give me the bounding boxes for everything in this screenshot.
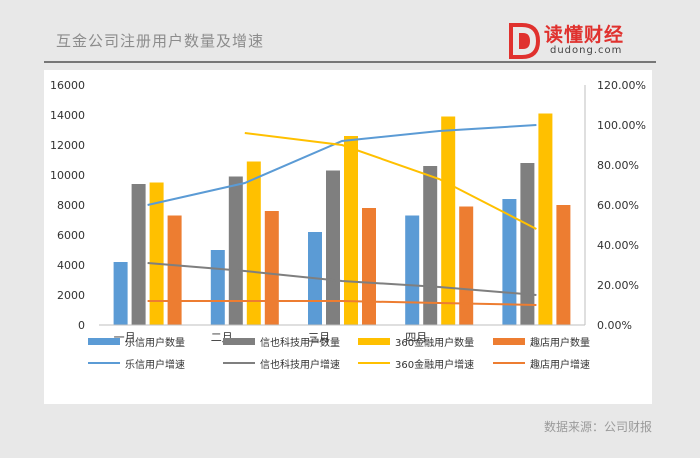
bar	[520, 163, 535, 325]
bar	[362, 208, 376, 325]
legend-swatch	[88, 337, 120, 345]
y-tick-label: 4000	[57, 259, 85, 272]
y-axis-left: 0 2000 4000 6000 8000 10000 12000 14000 16000	[50, 79, 85, 332]
y-tick-label: 12000	[50, 139, 85, 152]
bar	[459, 206, 474, 325]
legend-label: 乐信用户数量	[125, 337, 185, 349]
y2-tick-label: 0.00%	[597, 319, 632, 332]
bar	[210, 250, 225, 325]
bar	[167, 215, 182, 325]
bar	[326, 170, 340, 325]
legend-swatch	[493, 337, 525, 345]
legend-swatch	[358, 362, 390, 364]
legend-label: 360金融用户数量	[395, 337, 475, 349]
legend-item: 趣店用户增速	[493, 356, 628, 371]
legend-label: 趣店用户增速	[530, 359, 590, 371]
y-axis-right: 0.00% 20.00% 40.00% 60.00% 80.00% 100.00% 120.…	[584, 79, 646, 332]
page-title: 互金公司注册用户数量及增速	[56, 32, 265, 50]
bar	[441, 116, 456, 325]
logo-name: 读懂财经	[544, 24, 625, 46]
legend-item: 信也科技用户数量	[223, 334, 358, 349]
source-note: 数据来源：公司财报	[543, 420, 652, 434]
bar	[556, 205, 571, 325]
bar	[228, 176, 243, 325]
y-tick-label: 0	[78, 319, 85, 332]
bar	[264, 211, 279, 325]
legend-label: 乐信用户增速	[125, 359, 185, 371]
legend-row-lines: 乐信用户增速 信也科技用户增速 360金融用户增速 趣店用户增速	[88, 352, 628, 374]
y2-tick-label: 40.00%	[597, 239, 639, 252]
y2-tick-label: 20.00%	[597, 279, 639, 292]
combo-chart: 0 2000 4000 6000 8000 10000 12000 14000 16000 0.…	[50, 79, 646, 344]
y-tick-label: 6000	[57, 229, 85, 242]
legend-swatch	[493, 362, 525, 364]
bar	[246, 161, 261, 325]
legend-swatch	[358, 337, 390, 345]
legend-item: 趣店用户数量	[493, 334, 628, 349]
legend-label: 趣店用户数量	[530, 337, 590, 349]
legend-label: 信也科技用户增速	[260, 359, 340, 371]
legend-item: 360金融用户数量	[358, 334, 493, 349]
y2-tick-label: 80.00%	[597, 159, 639, 172]
legend-swatch	[88, 362, 120, 364]
line-series-group	[147, 124, 537, 306]
logo: 读懂财经 dudong.com	[508, 20, 658, 62]
legend-row-bars: 乐信用户数量 信也科技用户数量 360金融用户数量 趣店用户数量	[88, 330, 628, 352]
title-divider	[44, 61, 656, 63]
y-tick-label: 2000	[57, 289, 85, 302]
legend-item: 乐信用户数量	[88, 334, 223, 349]
logo-mark-icon	[509, 23, 541, 59]
bar	[423, 166, 438, 325]
y2-tick-label: 100.00%	[597, 119, 646, 132]
bar	[113, 262, 128, 325]
bar	[344, 136, 358, 325]
legend-item: 360金融用户增速	[358, 356, 493, 371]
series-line	[147, 300, 537, 306]
series-line	[147, 124, 537, 206]
legend-swatch	[223, 362, 255, 364]
logo-url: dudong.com	[550, 45, 623, 56]
bar	[538, 113, 553, 325]
bar	[149, 182, 164, 325]
bar	[131, 184, 146, 325]
y2-tick-label: 120.00%	[597, 79, 646, 92]
x-tick-label: 四月	[405, 331, 427, 344]
series-line	[147, 262, 537, 296]
legend-label: 信也科技用户数量	[260, 337, 340, 349]
legend-label: 360金融用户增速	[395, 359, 475, 371]
bar	[405, 215, 420, 325]
y-tick-label: 8000	[57, 199, 85, 212]
series-line	[244, 132, 537, 230]
x-axis: 一月 二月 三月 四月	[99, 324, 585, 344]
chart-legend: 乐信用户数量 信也科技用户数量 360金融用户数量 趣店用户数量 乐信用户增速 信也科技…	[88, 330, 628, 374]
y-tick-label: 16000	[50, 79, 85, 92]
x-tick-label: 三月	[308, 331, 330, 344]
legend-item: 乐信用户增速	[88, 356, 223, 371]
legend-item: 信也科技用户增速	[223, 356, 358, 371]
legend-swatch	[223, 337, 255, 345]
y2-tick-label: 60.00%	[597, 199, 639, 212]
chart-panel: 0 2000 4000 6000 8000 10000 12000 14000 16000 0.…	[44, 70, 652, 404]
y-tick-label: 10000	[50, 169, 85, 182]
y-tick-label: 14000	[50, 109, 85, 122]
